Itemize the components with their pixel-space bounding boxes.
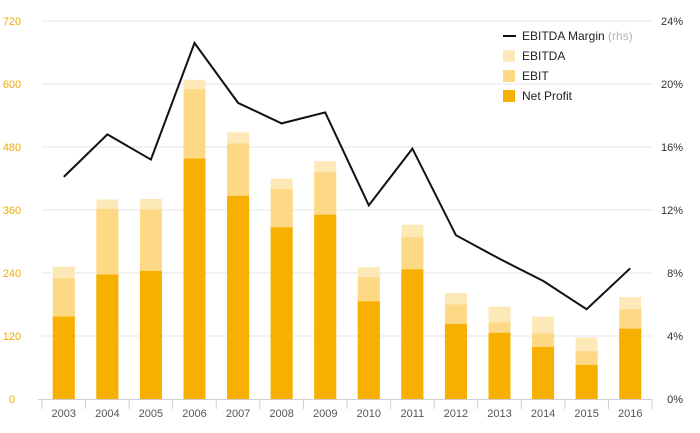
y-left-tick-label: 120	[3, 331, 21, 343]
y-right-tick-label: 0%	[667, 394, 683, 406]
x-tick-label: 2008	[269, 408, 293, 420]
axes: 0 0% 120 4% 240 8% 360 12% 480 16% 600 20% 720 24% 200…	[3, 16, 683, 420]
series-line-ebitda-margin	[63, 40, 631, 311]
legend-label-net-profit: Net Profit	[522, 89, 573, 103]
bar-net-profit	[357, 301, 380, 399]
y-right-tick-label: 4%	[667, 331, 683, 343]
ebitda-margin-line	[63, 40, 631, 311]
bars	[52, 79, 642, 400]
bar-net-profit	[575, 364, 598, 399]
bar-net-profit	[96, 274, 119, 399]
bar-net-profit	[532, 347, 555, 399]
x-tick-label: 2005	[139, 408, 163, 420]
x-tick-label: 2004	[95, 408, 119, 420]
x-tick-label: 2013	[487, 408, 511, 420]
x-tick-label: 2011	[401, 408, 425, 420]
gridlines	[42, 20, 652, 337]
bar-net-profit	[270, 227, 293, 399]
y-left-tick-label: 720	[3, 16, 21, 28]
x-tick-label: 2014	[531, 408, 555, 420]
bar-net-profit	[401, 269, 424, 399]
y-left-tick-label: 240	[3, 268, 21, 280]
bar-net-profit	[139, 270, 162, 399]
x-tick-label: 2016	[618, 408, 642, 420]
legend-label-ebitda: EBITDA	[522, 49, 565, 63]
legend-note-rhs: (rhs)	[605, 29, 633, 43]
x-tick-label: 2003	[52, 408, 76, 420]
bar-net-profit	[488, 332, 511, 399]
y-left-tick-label: 360	[3, 205, 21, 217]
y-right-tick-label: 16%	[661, 142, 683, 154]
legend-label-ebitda-margin: EBITDA Margin (rhs)	[522, 29, 633, 43]
bar-net-profit	[314, 214, 337, 399]
bar-net-profit	[444, 323, 467, 399]
x-tick-label: 2006	[182, 408, 206, 420]
x-tick-label: 2015	[574, 408, 598, 420]
legend-swatch-net-profit	[503, 90, 515, 102]
y-left-tick-label: 0	[9, 394, 15, 406]
y-right-tick-label: 20%	[661, 79, 683, 91]
x-tick-label: 2012	[444, 408, 468, 420]
bar-net-profit	[183, 158, 206, 399]
legend: EBITDA Margin (rhs) EBITDA EBIT Net Profit	[503, 29, 633, 103]
x-tick-label: 2009	[313, 408, 337, 420]
y-right-tick-label: 24%	[661, 16, 683, 28]
y-left-tick-label: 600	[3, 79, 21, 91]
x-tick-label: 2010	[357, 408, 381, 420]
bar-net-profit	[619, 328, 642, 399]
legend-swatch-ebit	[503, 70, 515, 82]
y-right-tick-label: 8%	[667, 268, 683, 280]
bar-net-profit	[227, 195, 250, 399]
bar-net-profit	[52, 316, 75, 399]
y-right-tick-label: 12%	[661, 205, 683, 217]
legend-label-ebit: EBIT	[522, 69, 549, 83]
legend-swatch-ebitda	[503, 50, 515, 62]
x-tick-label: 2007	[226, 408, 250, 420]
y-left-tick-label: 480	[3, 142, 21, 154]
